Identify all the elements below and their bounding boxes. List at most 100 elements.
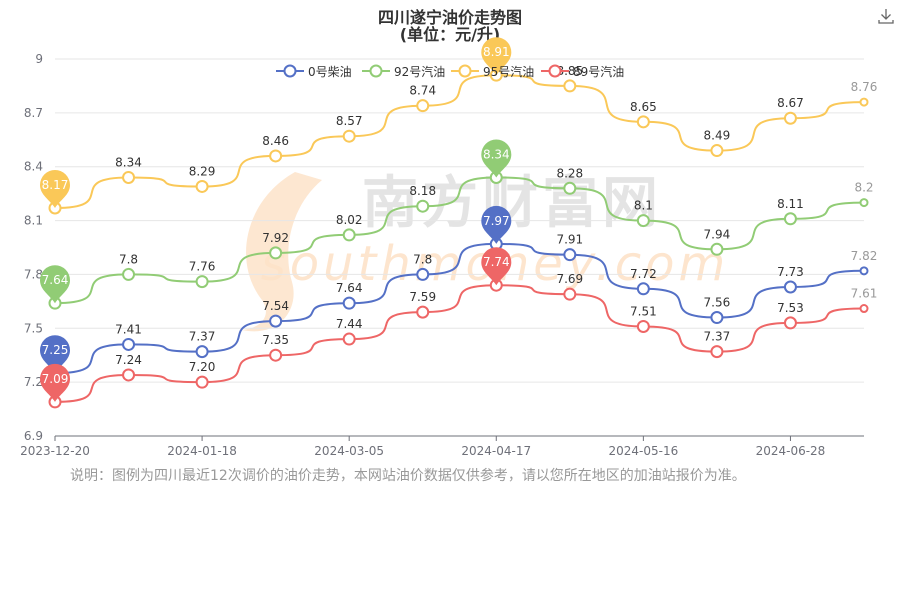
data-label: 8.2 bbox=[854, 181, 873, 195]
data-point bbox=[342, 332, 356, 346]
y-tick-label: 7.2 bbox=[24, 375, 43, 389]
legend-marker bbox=[283, 64, 297, 78]
data-label: 8.46 bbox=[262, 134, 289, 148]
data-point bbox=[269, 314, 283, 328]
data-point bbox=[416, 305, 430, 319]
data-point bbox=[195, 275, 209, 289]
y-tick-label: 8.1 bbox=[24, 214, 43, 228]
markpoint-pin bbox=[40, 335, 70, 374]
data-label: 8.18 bbox=[409, 184, 436, 198]
markpoint-label: 8.91 bbox=[483, 45, 510, 59]
series-3 bbox=[48, 278, 869, 409]
data-label: 8.34 bbox=[115, 155, 142, 169]
chart-subtitle: (单位：元/升) bbox=[399, 25, 501, 44]
legend-label: 95号汽油 bbox=[483, 64, 534, 79]
data-label: 8.28 bbox=[556, 166, 583, 180]
data-point bbox=[122, 337, 136, 351]
legend: 0号柴油 92号汽油 95号汽油 89号汽油 bbox=[276, 64, 624, 79]
x-tick-label: 2024-05-16 bbox=[608, 444, 678, 458]
data-point bbox=[859, 198, 869, 208]
x-tick-label: 2024-03-05 bbox=[314, 444, 384, 458]
data-label: 8.02 bbox=[336, 213, 363, 227]
x-tick-label: 2023-12-20 bbox=[20, 444, 90, 458]
legend-marker bbox=[548, 64, 562, 78]
legend-item[interactable]: 0号柴油 bbox=[276, 64, 352, 79]
legend-marker bbox=[369, 64, 383, 78]
markpoint-label: 8.34 bbox=[483, 148, 510, 162]
data-point bbox=[859, 304, 869, 314]
data-point bbox=[269, 348, 283, 362]
markpoint-label: 7.74 bbox=[483, 255, 510, 269]
data-label: 8.49 bbox=[704, 129, 731, 143]
legend-item[interactable]: 92号汽油 bbox=[362, 64, 445, 79]
markpoint-min: 7.09 bbox=[40, 363, 70, 402]
markpoint-min: 7.64 bbox=[40, 265, 70, 304]
legend-label: 89号汽油 bbox=[573, 64, 624, 79]
y-tick-label: 6.9 bbox=[24, 429, 43, 443]
data-label: 7.8 bbox=[119, 252, 138, 266]
series-line bbox=[54, 176, 865, 305]
markpoint-max: 7.74 bbox=[481, 247, 512, 286]
markpoint-pin bbox=[481, 247, 512, 286]
series-line bbox=[54, 74, 865, 210]
series-line bbox=[54, 242, 865, 375]
markpoint-min: 8.17 bbox=[40, 170, 70, 208]
data-label: 8.1 bbox=[634, 199, 653, 213]
data-point bbox=[710, 242, 724, 256]
data-label: 7.56 bbox=[704, 296, 731, 310]
data-point bbox=[563, 287, 577, 301]
grid bbox=[55, 58, 864, 383]
data-label: 8.67 bbox=[777, 96, 804, 110]
markpoint-label: 8.17 bbox=[42, 178, 69, 192]
data-label: 7.35 bbox=[262, 333, 289, 347]
data-label: 7.91 bbox=[556, 233, 583, 247]
y-tick-label: 7.5 bbox=[24, 321, 43, 335]
data-point bbox=[859, 266, 869, 276]
legend-marker bbox=[458, 64, 472, 78]
data-label: 7.61 bbox=[851, 287, 878, 301]
download-icon[interactable] bbox=[876, 6, 896, 26]
data-label: 7.82 bbox=[851, 249, 878, 263]
legend-item[interactable]: 95号汽油 bbox=[451, 64, 534, 79]
legend-item[interactable]: 89号汽油 bbox=[541, 64, 624, 79]
markpoint-pin bbox=[40, 363, 70, 402]
data-point bbox=[636, 319, 650, 333]
data-label: 7.20 bbox=[189, 360, 216, 374]
markpoint-pin bbox=[481, 205, 512, 244]
data-label: 7.59 bbox=[409, 290, 436, 304]
markpoint-label: 7.09 bbox=[42, 372, 69, 386]
data-point bbox=[416, 199, 430, 213]
axes: 6.9 7.2 7.5 7.8 8.1 8.4 8.7 9 2023-12-20 2024-01-… bbox=[20, 52, 864, 458]
data-point bbox=[636, 282, 650, 296]
data-point bbox=[710, 345, 724, 359]
data-point bbox=[563, 79, 577, 93]
data-point bbox=[416, 99, 430, 113]
data-point bbox=[195, 345, 209, 359]
markpoints: 7.25 7.97 7.64 8.34 8.17 8.91 7.09 7.74 bbox=[40, 37, 512, 402]
x-tick-label: 2024-04-17 bbox=[461, 444, 531, 458]
series-2 bbox=[48, 68, 869, 215]
data-point bbox=[783, 316, 797, 330]
markpoint-max: 8.34 bbox=[481, 139, 512, 178]
data-point bbox=[636, 214, 650, 228]
data-label: 7.51 bbox=[630, 304, 657, 318]
data-label: 7.44 bbox=[336, 317, 363, 331]
data-point bbox=[859, 97, 869, 107]
chart-note: 说明：图例为四川最近12次调价的油价走势，本网站油价数据仅供参考，请以您所在地区… bbox=[70, 468, 746, 484]
data-point bbox=[342, 129, 356, 143]
markpoint-label: 7.64 bbox=[42, 273, 69, 287]
data-point bbox=[710, 311, 724, 325]
data-labels: 7.41 7.37 7.54 7.64 7.8 7.91 7.72 7.56 7.73 7.82 7… bbox=[115, 64, 877, 374]
markpoint-max: 7.97 bbox=[481, 205, 512, 244]
markpoint-label: 7.25 bbox=[42, 343, 69, 357]
y-tick-label: 9 bbox=[35, 52, 43, 66]
y-tick-label: 8.4 bbox=[24, 160, 43, 174]
data-point bbox=[783, 280, 797, 294]
data-point bbox=[710, 144, 724, 158]
data-label: 7.24 bbox=[115, 353, 142, 367]
data-label: 7.37 bbox=[189, 330, 216, 344]
series-line bbox=[54, 284, 865, 403]
data-label: 7.73 bbox=[777, 265, 804, 279]
markpoint-pin bbox=[40, 170, 70, 208]
markpoint-max: 8.91 bbox=[481, 37, 512, 76]
